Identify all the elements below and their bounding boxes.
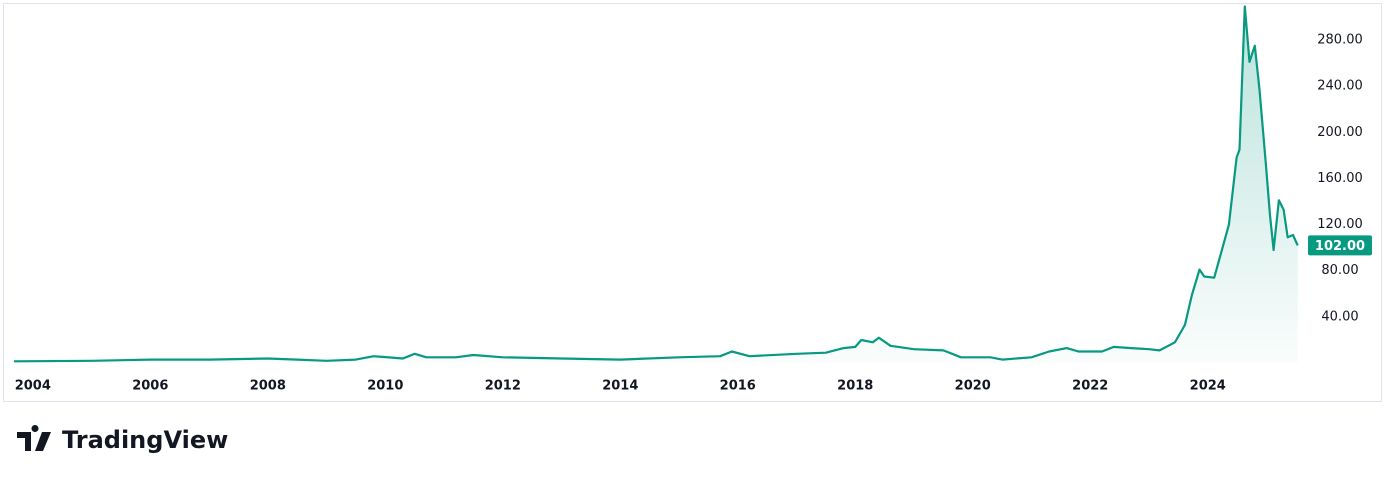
x-tick-label: 2012 [485,379,521,394]
y-tick-label: 160.00 [1317,171,1363,186]
logo: TradingView [17,425,228,454]
price-line [13,5,1299,363]
x-tick-label: 2010 [367,379,403,394]
last-price-badge [1308,235,1372,256]
y-tick-label: 240.00 [1317,79,1363,94]
y-tick-label: 120.00 [1317,217,1363,232]
chart-frame [3,3,1382,402]
x-tick-label: 2024 [1190,379,1226,394]
x-tick-label: 2020 [955,379,991,394]
y-tick-label: 280.00 [1317,32,1363,47]
brand-name: TradingView [62,426,228,454]
y-tick-label: 40.00 [1321,309,1358,324]
area-fill [14,6,1298,364]
logo-icon [17,425,51,451]
x-tick-label: 2014 [602,379,638,394]
x-tick-label: 2016 [720,379,756,394]
x-tick-label: 2004 [15,379,51,394]
last-price-label: 102.00 [1315,239,1365,254]
y-tick-label: 200.00 [1317,125,1363,140]
x-tick-label: 2008 [250,379,286,394]
x-tick-label: 2018 [837,379,873,394]
x-tick-label: 2022 [1072,379,1108,394]
x-tick-label: 2006 [132,379,168,394]
y-tick-label: 80.00 [1321,263,1358,278]
